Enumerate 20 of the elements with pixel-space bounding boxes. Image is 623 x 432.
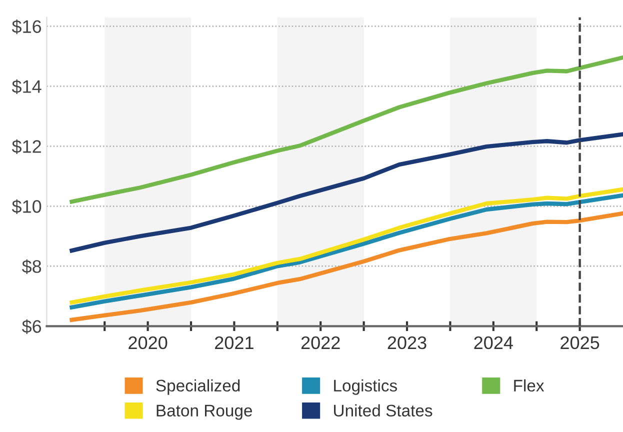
- y-tick-label: $16: [12, 19, 42, 34]
- y-tick-label: $10: [12, 199, 42, 214]
- x-tick-label: 2021: [215, 336, 254, 350]
- y-tick-label: $14: [12, 79, 42, 94]
- y-tick-label: $12: [12, 139, 41, 154]
- x-tick-label: 2020: [128, 336, 168, 350]
- legend-label: Logistics: [334, 379, 397, 395]
- line-series: [70, 132, 623, 253]
- legend-label: Specialized: [156, 379, 240, 395]
- x-tick-label: 2023: [388, 336, 426, 350]
- y-tick-label: $6: [22, 319, 42, 334]
- legend-label: Baton Rouge: [156, 404, 252, 420]
- y-tick-label: $8: [22, 259, 42, 274]
- line-series: [70, 55, 623, 204]
- x-tick-label: 2024: [474, 336, 513, 350]
- x-tick-label: 2022: [301, 336, 340, 350]
- legend-label: Flex: [514, 379, 544, 392]
- legend-label: United States: [334, 404, 432, 417]
- line-series: [70, 211, 623, 322]
- x-tick-label: 2025: [560, 336, 600, 350]
